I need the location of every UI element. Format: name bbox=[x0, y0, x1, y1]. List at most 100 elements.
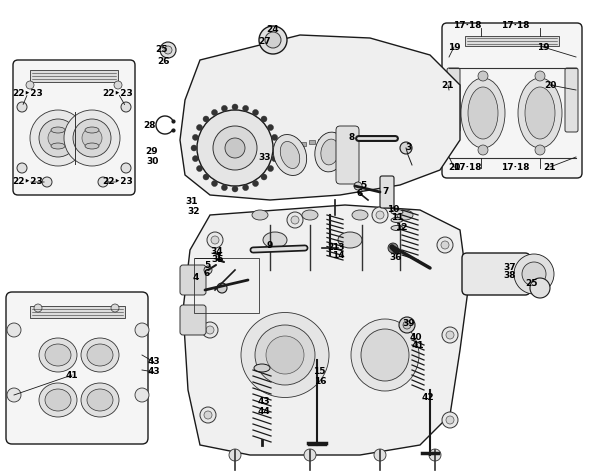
Ellipse shape bbox=[39, 338, 77, 372]
Text: 5: 5 bbox=[204, 260, 210, 269]
Circle shape bbox=[204, 266, 212, 274]
Circle shape bbox=[267, 165, 274, 171]
Ellipse shape bbox=[87, 389, 113, 411]
FancyBboxPatch shape bbox=[380, 176, 394, 208]
Text: 7: 7 bbox=[383, 188, 389, 197]
Circle shape bbox=[30, 110, 86, 166]
Ellipse shape bbox=[391, 218, 403, 222]
Ellipse shape bbox=[266, 336, 304, 374]
Text: 3: 3 bbox=[405, 143, 411, 152]
Circle shape bbox=[304, 449, 316, 461]
Circle shape bbox=[217, 283, 227, 293]
FancyBboxPatch shape bbox=[447, 68, 460, 132]
Text: 27: 27 bbox=[259, 38, 271, 47]
Text: 33: 33 bbox=[259, 153, 271, 162]
Circle shape bbox=[291, 216, 299, 224]
Circle shape bbox=[242, 185, 248, 190]
Bar bbox=[291, 143, 297, 147]
Circle shape bbox=[253, 180, 258, 187]
Circle shape bbox=[164, 46, 172, 54]
Circle shape bbox=[64, 110, 120, 166]
Circle shape bbox=[272, 156, 278, 162]
Text: 34: 34 bbox=[211, 247, 223, 257]
Text: 22‣23: 22‣23 bbox=[13, 88, 43, 97]
Ellipse shape bbox=[391, 226, 403, 230]
Text: 32: 32 bbox=[188, 207, 200, 216]
Ellipse shape bbox=[518, 78, 562, 148]
Circle shape bbox=[212, 180, 217, 187]
Circle shape bbox=[535, 145, 545, 155]
Text: 43: 43 bbox=[147, 368, 160, 377]
Circle shape bbox=[160, 42, 176, 58]
Ellipse shape bbox=[241, 313, 329, 398]
FancyBboxPatch shape bbox=[180, 265, 206, 295]
Circle shape bbox=[372, 207, 388, 223]
Text: 36: 36 bbox=[390, 253, 402, 262]
Text: 43: 43 bbox=[147, 358, 160, 367]
Circle shape bbox=[17, 102, 27, 112]
Bar bbox=[337, 135, 343, 140]
Circle shape bbox=[222, 185, 228, 190]
Circle shape bbox=[73, 119, 111, 157]
Text: 24: 24 bbox=[267, 26, 279, 35]
Circle shape bbox=[273, 145, 279, 151]
Circle shape bbox=[225, 138, 245, 158]
Text: 22‣23: 22‣23 bbox=[103, 88, 133, 97]
Circle shape bbox=[442, 327, 458, 343]
Text: 41: 41 bbox=[412, 342, 424, 351]
Text: 20: 20 bbox=[544, 80, 556, 89]
Text: 19: 19 bbox=[537, 42, 550, 51]
Text: 12: 12 bbox=[395, 222, 407, 231]
Text: 35: 35 bbox=[212, 256, 224, 265]
Ellipse shape bbox=[85, 127, 99, 133]
Ellipse shape bbox=[45, 389, 71, 411]
Circle shape bbox=[259, 26, 287, 54]
Text: 5: 5 bbox=[360, 181, 366, 190]
Text: 29: 29 bbox=[146, 148, 159, 156]
Circle shape bbox=[121, 163, 131, 173]
Circle shape bbox=[204, 411, 212, 419]
Ellipse shape bbox=[51, 127, 65, 133]
Circle shape bbox=[135, 388, 149, 402]
Circle shape bbox=[42, 177, 52, 187]
Circle shape bbox=[253, 110, 258, 115]
FancyBboxPatch shape bbox=[180, 305, 206, 335]
Circle shape bbox=[437, 237, 453, 253]
Ellipse shape bbox=[391, 209, 403, 215]
Text: 42: 42 bbox=[422, 393, 435, 402]
FancyBboxPatch shape bbox=[462, 253, 530, 295]
Circle shape bbox=[272, 134, 278, 141]
Bar bbox=[194, 258, 259, 313]
Circle shape bbox=[111, 304, 119, 312]
Text: 16: 16 bbox=[314, 377, 326, 386]
Ellipse shape bbox=[274, 134, 307, 175]
Circle shape bbox=[197, 110, 273, 186]
Circle shape bbox=[202, 322, 218, 338]
Circle shape bbox=[203, 116, 209, 122]
Circle shape bbox=[212, 110, 217, 115]
Circle shape bbox=[530, 278, 550, 298]
Circle shape bbox=[7, 388, 21, 402]
Text: 28: 28 bbox=[144, 122, 156, 131]
Text: 22‣23: 22‣23 bbox=[103, 178, 133, 187]
Text: 17·18: 17·18 bbox=[501, 162, 529, 171]
Circle shape bbox=[7, 323, 21, 337]
Ellipse shape bbox=[254, 364, 270, 372]
Text: 8: 8 bbox=[349, 133, 355, 142]
Text: 25: 25 bbox=[155, 46, 168, 55]
FancyBboxPatch shape bbox=[336, 126, 359, 184]
Circle shape bbox=[446, 416, 454, 424]
Circle shape bbox=[26, 81, 34, 89]
Circle shape bbox=[196, 124, 203, 131]
Circle shape bbox=[232, 186, 238, 192]
FancyBboxPatch shape bbox=[565, 68, 578, 132]
Circle shape bbox=[196, 165, 203, 171]
Text: 25: 25 bbox=[526, 279, 538, 288]
Circle shape bbox=[48, 128, 68, 148]
Ellipse shape bbox=[81, 383, 119, 417]
Text: 40: 40 bbox=[410, 332, 422, 342]
Ellipse shape bbox=[263, 232, 287, 248]
Ellipse shape bbox=[51, 143, 65, 149]
Text: 22‣23: 22‣23 bbox=[13, 178, 43, 187]
Circle shape bbox=[207, 232, 223, 248]
